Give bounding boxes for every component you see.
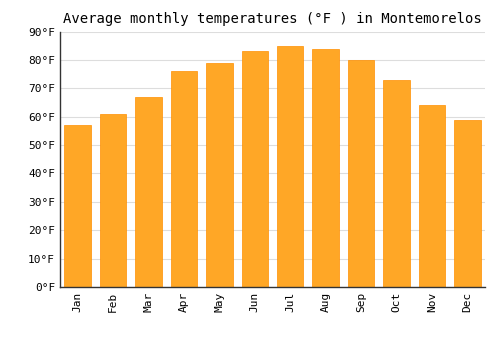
Title: Average monthly temperatures (°F ) in Montemorelos: Average monthly temperatures (°F ) in Mo… [63,12,482,26]
Bar [277,46,303,287]
Bar [383,80,409,287]
Bar [136,97,162,287]
Bar [348,60,374,287]
Bar [170,71,197,287]
Bar [100,114,126,287]
Bar [312,49,339,287]
Bar [242,51,268,287]
Bar [206,63,233,287]
Bar [418,105,445,287]
Bar [64,125,91,287]
Bar [454,119,480,287]
